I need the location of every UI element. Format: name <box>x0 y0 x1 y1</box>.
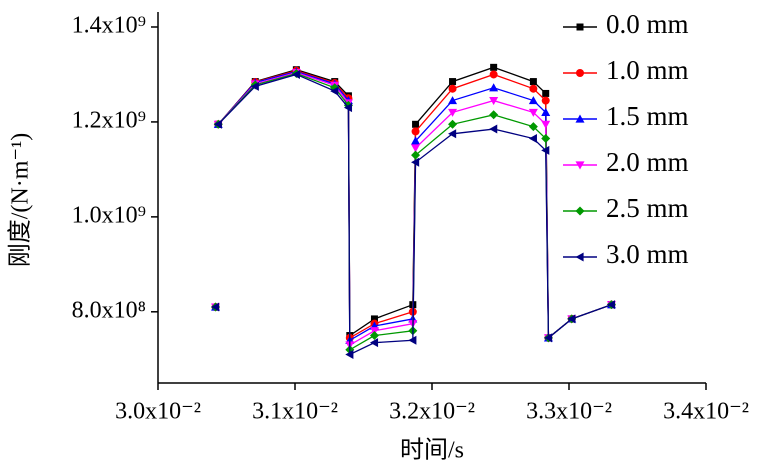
data-point <box>528 108 538 117</box>
legend-label: 3.0 mm <box>606 239 689 269</box>
legend-marker <box>575 114 585 123</box>
data-point <box>489 70 498 79</box>
data-point <box>411 144 421 153</box>
data-point <box>448 84 457 93</box>
data-point <box>529 78 537 86</box>
data-point <box>489 110 499 120</box>
data-point <box>408 335 417 345</box>
data-point <box>541 134 551 144</box>
data-point <box>412 120 420 128</box>
legend-label: 2.5 mm <box>606 193 689 223</box>
data-point <box>330 86 339 96</box>
data-point <box>489 124 498 134</box>
data-point <box>250 81 259 91</box>
legend-marker <box>575 206 585 216</box>
data-point <box>411 157 420 167</box>
y-axis-label: 刚度/(N·m⁻¹) <box>7 133 34 268</box>
data-point <box>411 150 421 160</box>
legend-marker <box>575 161 585 170</box>
data-point <box>606 300 616 310</box>
data-point <box>369 331 379 341</box>
y-tick-label: 1.2x10⁹ <box>72 107 146 133</box>
legend-marker <box>575 252 584 262</box>
data-point <box>541 145 550 155</box>
data-point <box>449 78 457 86</box>
data-point <box>345 350 354 360</box>
data-point <box>528 96 538 105</box>
data-point <box>411 127 420 136</box>
legend-marker <box>576 23 584 31</box>
data-point <box>489 83 499 92</box>
data-point <box>541 107 551 117</box>
legend-label: 2.0 mm <box>606 147 689 177</box>
x-tick-label: 3.4x10⁻² <box>663 399 749 425</box>
data-point <box>291 69 300 79</box>
data-point <box>213 119 222 129</box>
data-point <box>211 302 220 312</box>
legend-label: 1.5 mm <box>606 101 689 131</box>
data-point <box>529 84 538 93</box>
data-point <box>541 120 551 129</box>
x-tick-label: 3.1x10⁻² <box>252 399 338 425</box>
data-point <box>490 63 498 71</box>
y-tick-label: 1.4x10⁹ <box>72 12 146 38</box>
data-point <box>542 89 550 97</box>
x-tick-label: 3.2x10⁻² <box>389 399 475 425</box>
legend-label: 1.0 mm <box>606 55 689 85</box>
data-point <box>541 96 550 105</box>
x-tick-label: 3.0x10⁻² <box>115 399 201 425</box>
data-point <box>489 96 499 106</box>
data-point <box>448 108 458 117</box>
y-tick-label: 8.0x10⁸ <box>72 297 146 323</box>
data-point <box>448 119 458 129</box>
legend-marker <box>576 69 584 77</box>
data-point <box>448 96 458 105</box>
data-point <box>370 315 378 323</box>
data-point <box>369 338 379 348</box>
data-point <box>567 314 576 324</box>
x-tick-label: 3.3x10⁻² <box>526 399 612 425</box>
y-tick-label: 1.0x10⁹ <box>72 202 146 228</box>
x-axis-label: 时间/s <box>400 437 464 464</box>
data-point <box>543 333 553 343</box>
series-line <box>217 73 612 356</box>
data-point <box>448 129 457 139</box>
data-point <box>528 134 537 144</box>
data-point <box>411 136 421 145</box>
legend-label: 0.0 mm <box>606 9 689 39</box>
data-point <box>343 103 353 113</box>
data-point <box>528 122 538 132</box>
